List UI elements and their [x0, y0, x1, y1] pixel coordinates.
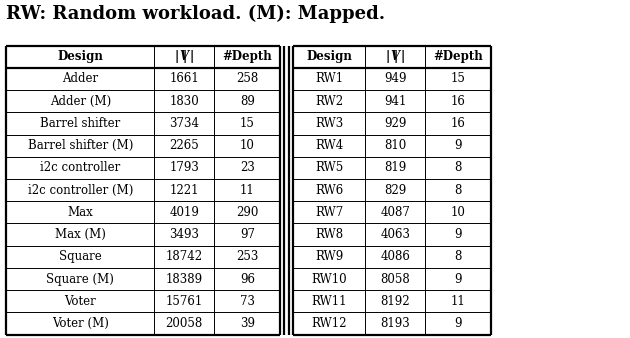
- Text: 929: 929: [384, 117, 406, 130]
- Text: 20058: 20058: [166, 317, 203, 330]
- Text: Adder (M): Adder (M): [50, 95, 111, 108]
- Text: 3734: 3734: [169, 117, 199, 130]
- Text: 9: 9: [455, 317, 462, 330]
- Text: 8: 8: [455, 250, 462, 263]
- Text: RW11: RW11: [311, 295, 347, 308]
- Text: 3493: 3493: [169, 228, 199, 241]
- Text: 810: 810: [384, 139, 406, 152]
- Text: #Depth: #Depth: [222, 50, 272, 63]
- Text: RW7: RW7: [315, 206, 343, 219]
- Text: 9: 9: [455, 272, 462, 286]
- Text: 9: 9: [455, 139, 462, 152]
- Text: RW9: RW9: [315, 250, 343, 263]
- Text: 15: 15: [451, 72, 466, 86]
- Text: 16: 16: [451, 95, 466, 108]
- Text: V: V: [180, 50, 189, 63]
- Text: 4019: 4019: [169, 206, 199, 219]
- Text: RW5: RW5: [315, 162, 343, 174]
- Text: |: |: [175, 50, 179, 63]
- Text: Barrel shifter: Barrel shifter: [40, 117, 120, 130]
- Text: 15: 15: [240, 117, 255, 130]
- Text: 941: 941: [384, 95, 406, 108]
- Text: 258: 258: [236, 72, 258, 86]
- Text: Voter: Voter: [64, 295, 96, 308]
- Text: Square (M): Square (M): [47, 272, 114, 286]
- Text: 8193: 8193: [381, 317, 410, 330]
- Text: 11: 11: [240, 184, 255, 197]
- Text: 949: 949: [384, 72, 406, 86]
- Text: 89: 89: [240, 95, 255, 108]
- Text: |: |: [386, 50, 390, 63]
- Text: 1793: 1793: [169, 162, 199, 174]
- Text: RW3: RW3: [315, 117, 343, 130]
- Text: Design: Design: [306, 50, 352, 63]
- Text: Max (M): Max (M): [55, 228, 106, 241]
- Text: V: V: [391, 50, 400, 63]
- Text: 11: 11: [451, 295, 466, 308]
- Text: 8058: 8058: [381, 272, 410, 286]
- Text: |: |: [401, 50, 405, 63]
- Text: 8: 8: [455, 184, 462, 197]
- Text: 1830: 1830: [169, 95, 199, 108]
- Text: 8: 8: [455, 162, 462, 174]
- Text: 39: 39: [240, 317, 255, 330]
- Text: 15761: 15761: [166, 295, 203, 308]
- Text: Design: Design: [57, 50, 103, 63]
- Text: RW: Random workload. (M): Mapped.: RW: Random workload. (M): Mapped.: [6, 5, 386, 23]
- Text: RW2: RW2: [315, 95, 343, 108]
- Text: 829: 829: [384, 184, 406, 197]
- Text: 2265: 2265: [169, 139, 199, 152]
- Text: i2c controller: i2c controller: [40, 162, 120, 174]
- Text: 18742: 18742: [166, 250, 203, 263]
- Text: 73: 73: [240, 295, 255, 308]
- Text: Square: Square: [59, 250, 101, 263]
- Text: |: |: [393, 50, 398, 63]
- Text: RW4: RW4: [315, 139, 343, 152]
- Text: 23: 23: [240, 162, 255, 174]
- Text: RW1: RW1: [315, 72, 343, 86]
- Text: 819: 819: [384, 162, 406, 174]
- Text: RW10: RW10: [311, 272, 347, 286]
- Text: 18389: 18389: [166, 272, 203, 286]
- Text: 1221: 1221: [169, 184, 199, 197]
- Text: RW6: RW6: [315, 184, 343, 197]
- Text: 8192: 8192: [381, 295, 410, 308]
- Text: 4086: 4086: [381, 250, 410, 263]
- Text: 4087: 4087: [381, 206, 410, 219]
- Text: 253: 253: [236, 250, 258, 263]
- Text: 97: 97: [240, 228, 255, 241]
- Text: 4063: 4063: [381, 228, 410, 241]
- Text: RW12: RW12: [311, 317, 347, 330]
- Text: 10: 10: [451, 206, 466, 219]
- Text: 290: 290: [236, 206, 258, 219]
- Text: 10: 10: [240, 139, 255, 152]
- Text: Voter (M): Voter (M): [52, 317, 109, 330]
- Text: |: |: [190, 50, 194, 63]
- Text: 16: 16: [451, 117, 466, 130]
- Text: Barrel shifter (M): Barrel shifter (M): [28, 139, 133, 152]
- Text: Adder: Adder: [62, 72, 98, 86]
- Text: i2c controller (M): i2c controller (M): [28, 184, 133, 197]
- Text: |: |: [182, 50, 186, 63]
- Text: Max: Max: [67, 206, 93, 219]
- Text: RW8: RW8: [315, 228, 343, 241]
- Text: 1661: 1661: [169, 72, 199, 86]
- Text: 9: 9: [455, 228, 462, 241]
- Text: 96: 96: [240, 272, 255, 286]
- Text: #Depth: #Depth: [433, 50, 483, 63]
